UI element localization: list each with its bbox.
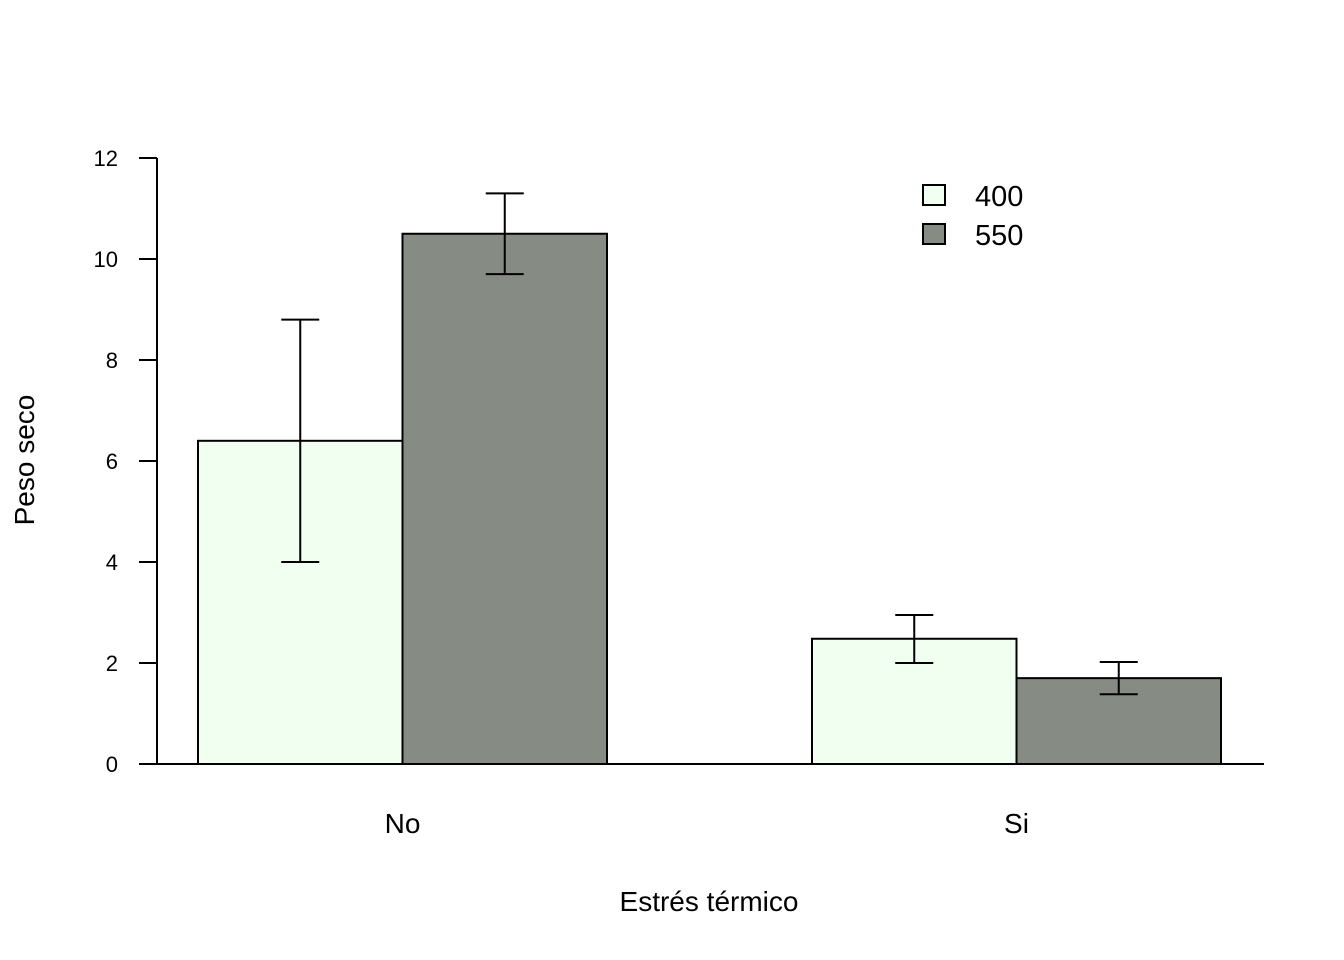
error-bar-400-si bbox=[895, 614, 934, 664]
y-tick-label: 10 bbox=[94, 247, 118, 272]
y-tick-label: 2 bbox=[106, 651, 118, 676]
legend-label: 550 bbox=[975, 220, 1023, 252]
legend-item-550: 550 bbox=[922, 220, 1023, 252]
error-bar-550-si bbox=[1099, 660, 1138, 696]
x-axis-title: Estrés térmico bbox=[620, 886, 799, 917]
bar-550-no bbox=[401, 232, 608, 765]
y-axis-title: Peso seco bbox=[9, 395, 40, 526]
y-tick-label: 6 bbox=[106, 449, 118, 474]
bars-layer bbox=[197, 232, 1222, 766]
legend-label: 400 bbox=[975, 181, 1023, 213]
x-category-label: No bbox=[385, 808, 421, 839]
error-bar-550-no bbox=[485, 192, 524, 276]
error-bars-layer bbox=[281, 192, 1138, 696]
error-bar-400-no bbox=[281, 318, 320, 563]
y-tick-label: 4 bbox=[106, 550, 118, 575]
x-category-label: Si bbox=[1004, 808, 1029, 839]
legend-item-400: 400 bbox=[922, 181, 1023, 213]
y-tick-label: 12 bbox=[94, 146, 118, 171]
legend-swatch bbox=[922, 184, 946, 206]
y-tick-label: 8 bbox=[106, 348, 118, 373]
y-tick-label: 0 bbox=[106, 752, 118, 777]
axes-layer: No Si 0 2 4 6 8 10 12 bbox=[94, 146, 1264, 839]
legend-swatch bbox=[922, 223, 946, 245]
